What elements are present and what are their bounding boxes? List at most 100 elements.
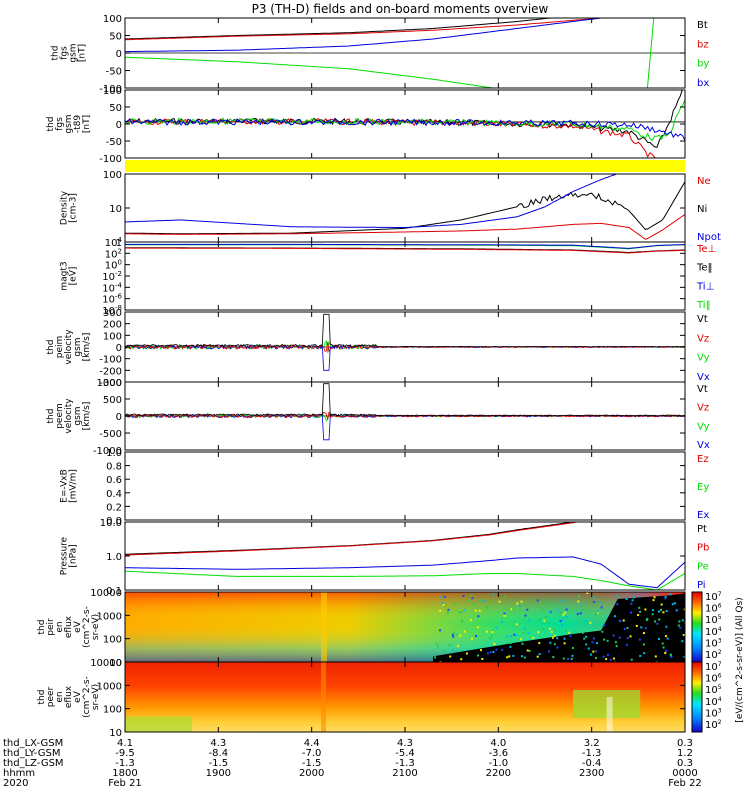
spectrogram-stripe [606,697,613,732]
low-count-region [433,593,685,662]
colorbar-tick: 104 [705,696,722,708]
spectrogram-speckle [654,655,657,658]
spectrogram-speckle [495,626,498,629]
colorbar-tick: 107 [705,661,722,673]
ytick-label: 10 [109,204,122,215]
spectrogram-speckle [606,639,609,642]
plot-peem [125,383,685,441]
spectrogram-speckle [646,617,649,620]
spectrogram-speckle [528,619,531,622]
spectrogram-stripe [321,592,327,662]
ylabel-line: [km/s] [82,333,92,362]
ylabel-line: Pressure [60,536,70,575]
spectrogram-speckle [485,630,488,633]
legend-bt: Bt [697,20,708,31]
row-value: 2000 [299,768,324,779]
ytick-label: 200 [103,320,122,331]
ytick-label: -100 [99,154,122,165]
ytick-label: 100 [103,705,122,716]
spectrogram-speckle [455,633,458,636]
ylabel-line: velocity [64,329,74,365]
spectrogram-speckle [665,609,668,612]
spectrogram-speckle [523,656,526,659]
spectrogram-speckle [664,651,667,654]
ytick-label: 1000 [97,611,122,622]
spectrogram-speckle [460,658,463,661]
plot-fgs [125,18,685,88]
row-value: -1.0 [489,758,509,769]
spectrogram-speckle [622,619,625,622]
row-label-thdlzgsm: thd_LZ-GSM [3,758,64,769]
legend-ti⊥: Ti⊥ [696,281,714,292]
spectrogram-speckle [548,627,551,630]
ytick-label: 100 [103,14,122,25]
spectrogram-speckle [658,618,661,621]
ytick-label: 0 [116,49,122,60]
spectrogram-speckle [440,596,443,599]
ytick-label: 1000 [97,681,122,692]
spectrogram-speckle [542,627,545,630]
spectrogram-speckle [572,647,575,650]
spectrogram-speckle [447,608,450,611]
panel-efield: 1.0 0.8 0.6 0.4 0.2 0.0 E=-VxB [mV/m] Ez Ey Ex [60,448,710,527]
spectrogram-speckle [452,635,455,638]
spectrogram-speckle [664,635,667,638]
spectrogram-speckle [566,615,569,618]
panel-pressure: 10.0 1.0 0.1 Pressure [nPa] Pt Pb Pe Pi [60,518,710,597]
spectrogram-speckle [527,631,530,634]
ylabel-line: eflux [64,685,74,708]
ytick-label: 0 [116,343,122,354]
colorbar-tick: 103 [705,707,722,719]
ytick-label: 10000 [90,658,122,669]
ylabel-line: (cm^2-s- [82,606,92,648]
spectrogram-speckle [441,602,444,605]
spectrogram-speckle [570,657,573,660]
spectrogram-speckle [488,637,491,640]
ylabel-temp: magt3 [eV] [60,261,79,290]
ytick-label: 300 [103,308,122,319]
ylabel-line: eV [73,620,83,633]
spectrogram-speckle [482,600,485,603]
ylabel-line: fgs [60,46,70,60]
legend-vy: Vy [697,353,710,364]
spectrogram-speckle [501,648,504,651]
ytick-label: 50 [109,103,122,114]
legend-ni: Ni [697,204,707,215]
ytick-label: -1000 [93,446,122,457]
series-blue [125,344,685,371]
spectrogram-speckle [583,637,586,640]
spectrogram-speckle [673,602,676,605]
spectrogram-speckle [652,599,655,602]
legend-pb: Pb [697,543,709,554]
panel-peir: 10000 1000 100 10 thd peir en eflux eV (cm^2-s-sr… [37,588,686,669]
spectrogram-speckle [661,642,664,645]
spectrogram-speckle [631,599,634,602]
spectrogram-speckle [596,642,599,645]
spectrogram-speckle [522,631,525,634]
spectrogram-speckle [536,655,539,658]
colorbar-tick: 102 [705,649,722,661]
spectrogram-speckle [506,656,509,659]
ytick-label: 10-2 [102,270,122,283]
spectrogram-speckle [625,643,628,646]
spectrogram-speckle [609,658,612,661]
spectrogram-speckle [477,626,480,629]
spectrogram-speckle [518,604,521,607]
spectrogram-speckle [626,627,629,630]
spectrogram-speckle [594,656,597,659]
ylabel-line: fgs [55,117,65,131]
spectrogram-speckle [644,627,647,630]
ylabel-efield: E=-VxB [mV/m] [60,469,79,503]
spectrogram-speckle [601,630,604,633]
plot-peim [125,313,685,371]
spectrogram-speckle [565,630,568,633]
spectrogram-speckle [596,612,599,615]
spectrogram-speckle [510,635,513,638]
ylabel-line: eV [73,690,83,703]
spectrogram-speckle [664,595,667,598]
spectrogram-speckle [640,626,643,629]
spectrogram-speckle [615,645,618,648]
spectrogram-speckle [666,637,669,640]
spectrogram-speckle [491,629,494,632]
plot-peir [125,592,685,662]
